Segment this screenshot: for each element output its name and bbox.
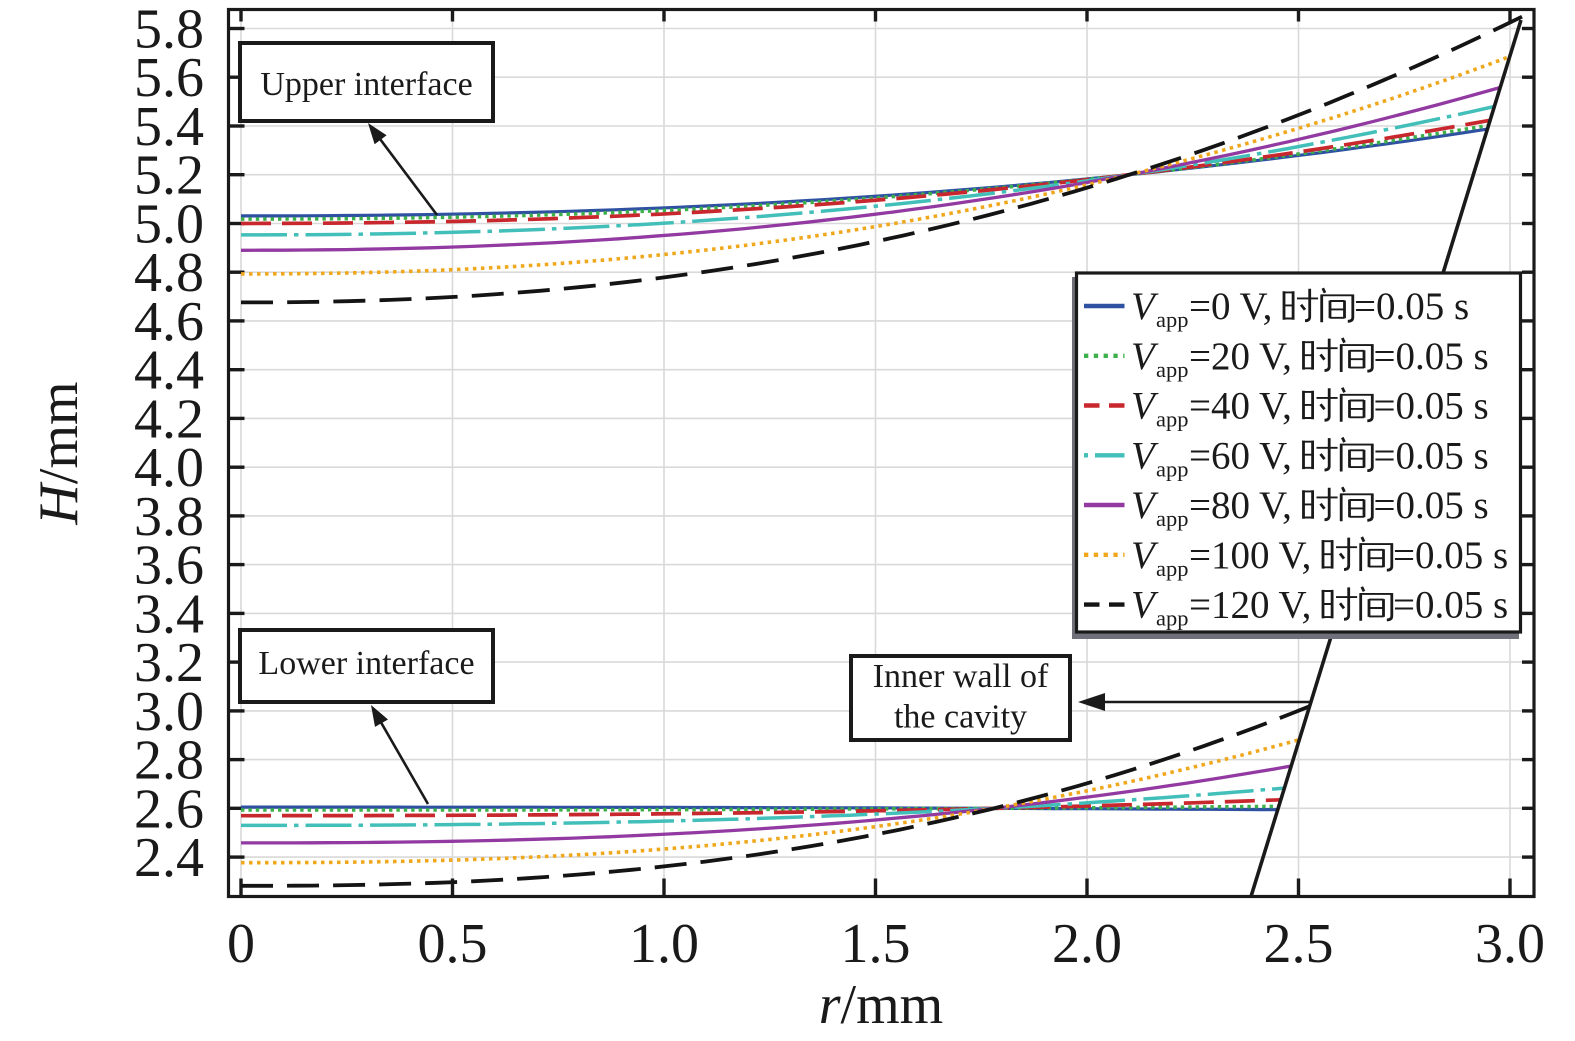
svg-text:5.8: 5.8 (134, 0, 204, 61)
svg-text:V: V (1131, 434, 1159, 477)
svg-text:=0 V,: =0 V, (1189, 285, 1272, 328)
svg-text:2.4: 2.4 (134, 827, 204, 889)
svg-text:2.6: 2.6 (134, 778, 204, 840)
svg-text:=100 V,: =100 V, (1189, 534, 1311, 577)
svg-text:5.0: 5.0 (134, 194, 204, 256)
svg-text:V: V (1131, 584, 1159, 627)
svg-text:V: V (1131, 534, 1159, 577)
svg-text:app: app (1156, 357, 1189, 382)
svg-text:=20 V,: =20 V, (1189, 335, 1292, 378)
svg-text:app: app (1156, 407, 1189, 432)
svg-text:4.8: 4.8 (134, 242, 204, 304)
svg-text:3.8: 3.8 (134, 486, 204, 548)
svg-text:4.0: 4.0 (134, 437, 204, 499)
svg-text:app: app (1156, 506, 1189, 531)
svg-text:V: V (1131, 484, 1159, 527)
svg-text:V: V (1131, 385, 1159, 428)
svg-text:Upper interface: Upper interface (260, 66, 472, 103)
svg-text:0: 0 (227, 913, 255, 975)
svg-text:app: app (1156, 556, 1189, 581)
svg-text:3.4: 3.4 (134, 583, 204, 645)
svg-text:=0.05 s: =0.05 s (1354, 285, 1469, 328)
svg-text:5.4: 5.4 (134, 96, 204, 158)
svg-text:Lower interface: Lower interface (258, 645, 474, 682)
svg-text:4.6: 4.6 (134, 291, 204, 353)
svg-text:app: app (1156, 606, 1189, 631)
svg-text:3.6: 3.6 (134, 535, 204, 597)
svg-text:=0.05 s: =0.05 s (1374, 385, 1489, 428)
svg-text:0.5: 0.5 (418, 913, 488, 975)
svg-text:H/mm: H/mm (28, 381, 90, 525)
svg-text:3.2: 3.2 (134, 632, 204, 694)
svg-text:3.0: 3.0 (1475, 913, 1545, 975)
svg-text:1.0: 1.0 (629, 913, 699, 975)
svg-text:=40 V,: =40 V, (1189, 385, 1292, 428)
svg-text:=0.05 s: =0.05 s (1374, 484, 1489, 527)
svg-text:2.5: 2.5 (1264, 913, 1334, 975)
svg-text:app: app (1156, 456, 1189, 481)
svg-text:=0.05 s: =0.05 s (1374, 335, 1489, 378)
svg-text:Inner wall of: Inner wall of (873, 658, 1049, 695)
svg-text:3.0: 3.0 (134, 681, 204, 743)
svg-text:V: V (1131, 335, 1159, 378)
svg-text:4.2: 4.2 (134, 388, 204, 450)
svg-text:=120 V,: =120 V, (1189, 584, 1311, 627)
svg-text:4.4: 4.4 (134, 340, 204, 402)
svg-text:app: app (1156, 307, 1189, 332)
svg-text:1.5: 1.5 (841, 913, 911, 975)
svg-text:V: V (1131, 285, 1159, 328)
svg-text:=0.05 s: =0.05 s (1393, 584, 1508, 627)
svg-text:2.0: 2.0 (1052, 913, 1122, 975)
svg-text:the cavity: the cavity (894, 699, 1027, 736)
svg-text:=80 V,: =80 V, (1189, 484, 1292, 527)
svg-text:=0.05 s: =0.05 s (1374, 434, 1489, 477)
svg-text:5.2: 5.2 (134, 145, 204, 207)
svg-text:5.6: 5.6 (134, 47, 204, 109)
svg-text:=60 V,: =60 V, (1189, 434, 1292, 477)
svg-text:2.8: 2.8 (134, 730, 204, 792)
svg-text:=0.05 s: =0.05 s (1393, 534, 1508, 577)
svg-text:r/mm: r/mm (819, 974, 943, 1036)
